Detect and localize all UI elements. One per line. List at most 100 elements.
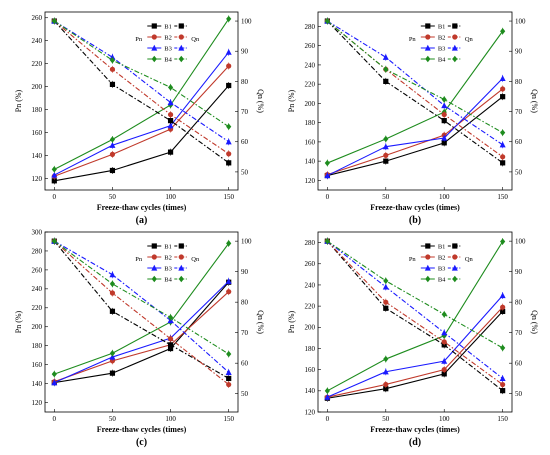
qn-point-B1 [500,388,506,394]
legend-label-B2: B2 [164,34,172,41]
x-tick-label: 0 [326,193,330,201]
qn-point-B3 [225,369,232,375]
legend-marker-B3 [451,44,458,51]
pn-point-B1 [226,82,232,89]
left-tick-label: 160 [32,129,43,137]
pn-line-B1 [54,281,230,384]
pn-point-B3 [441,134,448,141]
qn-point-B2 [383,299,389,305]
left-tick-label: 220 [32,60,43,68]
legend: B1 B2 B3 B4 Pn Qn [409,243,474,283]
qn-point-B2 [500,381,506,388]
right-tick-label: 70 [241,108,249,116]
left-tick-label: 180 [305,119,316,127]
qn-point-B1 [441,118,447,124]
qn-point-B1 [383,305,389,311]
legend-marker-B1 [178,243,184,249]
left-tick-label: 200 [305,100,316,108]
pn-point-B3 [499,75,506,81]
qn-line-B3 [54,240,230,373]
qn-point-B4 [167,314,174,321]
qn-point-B4 [500,129,506,136]
y-axis-title-right: Qn (%) [530,89,539,113]
pn-point-B3 [382,368,389,375]
legend-marker-B2 [151,34,157,40]
left-tick-label: 260 [305,42,316,50]
right-tick-label: 80 [241,78,249,86]
y-axis-title-left: Pn (%) [14,310,23,333]
qn-line-B4 [327,240,503,349]
legend-marker-B4 [178,275,184,283]
qn-line-B2 [326,20,503,158]
right-tick-label: 90 [515,48,523,56]
pn-line-B1 [327,311,504,399]
legend-label-B1: B1 [164,23,172,30]
legend-label-B1: B1 [438,243,446,250]
x-tick-label: 0 [53,415,57,423]
x-tick-label: 150 [497,193,508,201]
left-tick-label: 200 [305,324,316,332]
legend-qn-label: Qn [465,36,474,43]
qn-point-B2 [500,154,506,160]
pn-point-B2 [383,381,389,388]
left-tick-label: 120 [305,408,316,416]
legend-marker-B1 [178,23,184,29]
pn-line-B3 [327,295,504,398]
pn-point-B3 [109,142,116,148]
qn-line-B1 [53,240,229,379]
left-tick-label: 240 [32,37,43,45]
pn-point-B2 [500,304,506,310]
right-tick-label: 80 [515,78,523,86]
qn-point-B1 [109,308,116,314]
y-axis-title-left: Pn (%) [14,89,23,112]
left-tick-label: 260 [305,260,316,268]
pn-point-B4 [51,370,57,378]
legend-label-B4: B4 [164,276,172,283]
left-tick-label: 300 [32,228,43,236]
pn-line-B4 [327,241,504,392]
x-tick-label: 150 [223,415,234,423]
qn-point-B3 [382,54,389,60]
x-tick-label: 50 [382,193,390,201]
left-tick-label: 120 [305,177,316,185]
x-axis-title: Freeze-thaw cycles (times) [97,203,187,212]
qn-point-B4 [441,96,447,103]
qn-point-B2 [109,290,116,296]
pn-point-B4 [383,135,389,143]
pn-point-B3 [382,143,389,150]
right-tick-label: 50 [515,390,523,398]
qn-point-B1 [383,78,389,84]
pn-point-B4 [500,28,506,35]
left-tick-label: 120 [32,175,43,183]
legend-pn-label: Pn [409,36,417,43]
qn-point-B4 [500,344,506,352]
left-tick-label: 220 [305,81,316,89]
pn-point-B3 [499,292,506,299]
qn-point-B3 [499,141,506,148]
x-axis-title: Freeze-thaw cycles (times) [97,425,187,434]
legend-marker-B3 [451,264,458,271]
pn-point-B1 [500,308,506,315]
qn-point-B2 [441,111,447,118]
left-tick-label: 140 [32,380,43,388]
pn-point-B1 [441,140,447,146]
legend-marker-B4 [425,275,431,283]
pn-point-B2 [109,151,116,157]
qn-line-B4 [53,240,229,355]
legend-marker-B1 [151,23,157,29]
qn-point-B3 [441,102,448,109]
qn-point-B3 [109,271,116,278]
panel-label: (d) [409,437,421,448]
qn-point-B2 [167,336,174,342]
pn-line-B3 [54,280,230,384]
qn-point-B3 [382,283,389,290]
legend-marker-B1 [425,243,431,249]
legend-pn-label: Pn [135,36,143,43]
qn-point-B4 [51,17,57,25]
legend-label-B4: B4 [438,56,446,63]
legend-pn-label: Pn [409,256,417,263]
right-tick-label: 100 [241,17,252,25]
qn-point-B3 [225,138,232,145]
x-tick-label: 50 [109,193,117,201]
pn-line-B1 [54,85,230,182]
